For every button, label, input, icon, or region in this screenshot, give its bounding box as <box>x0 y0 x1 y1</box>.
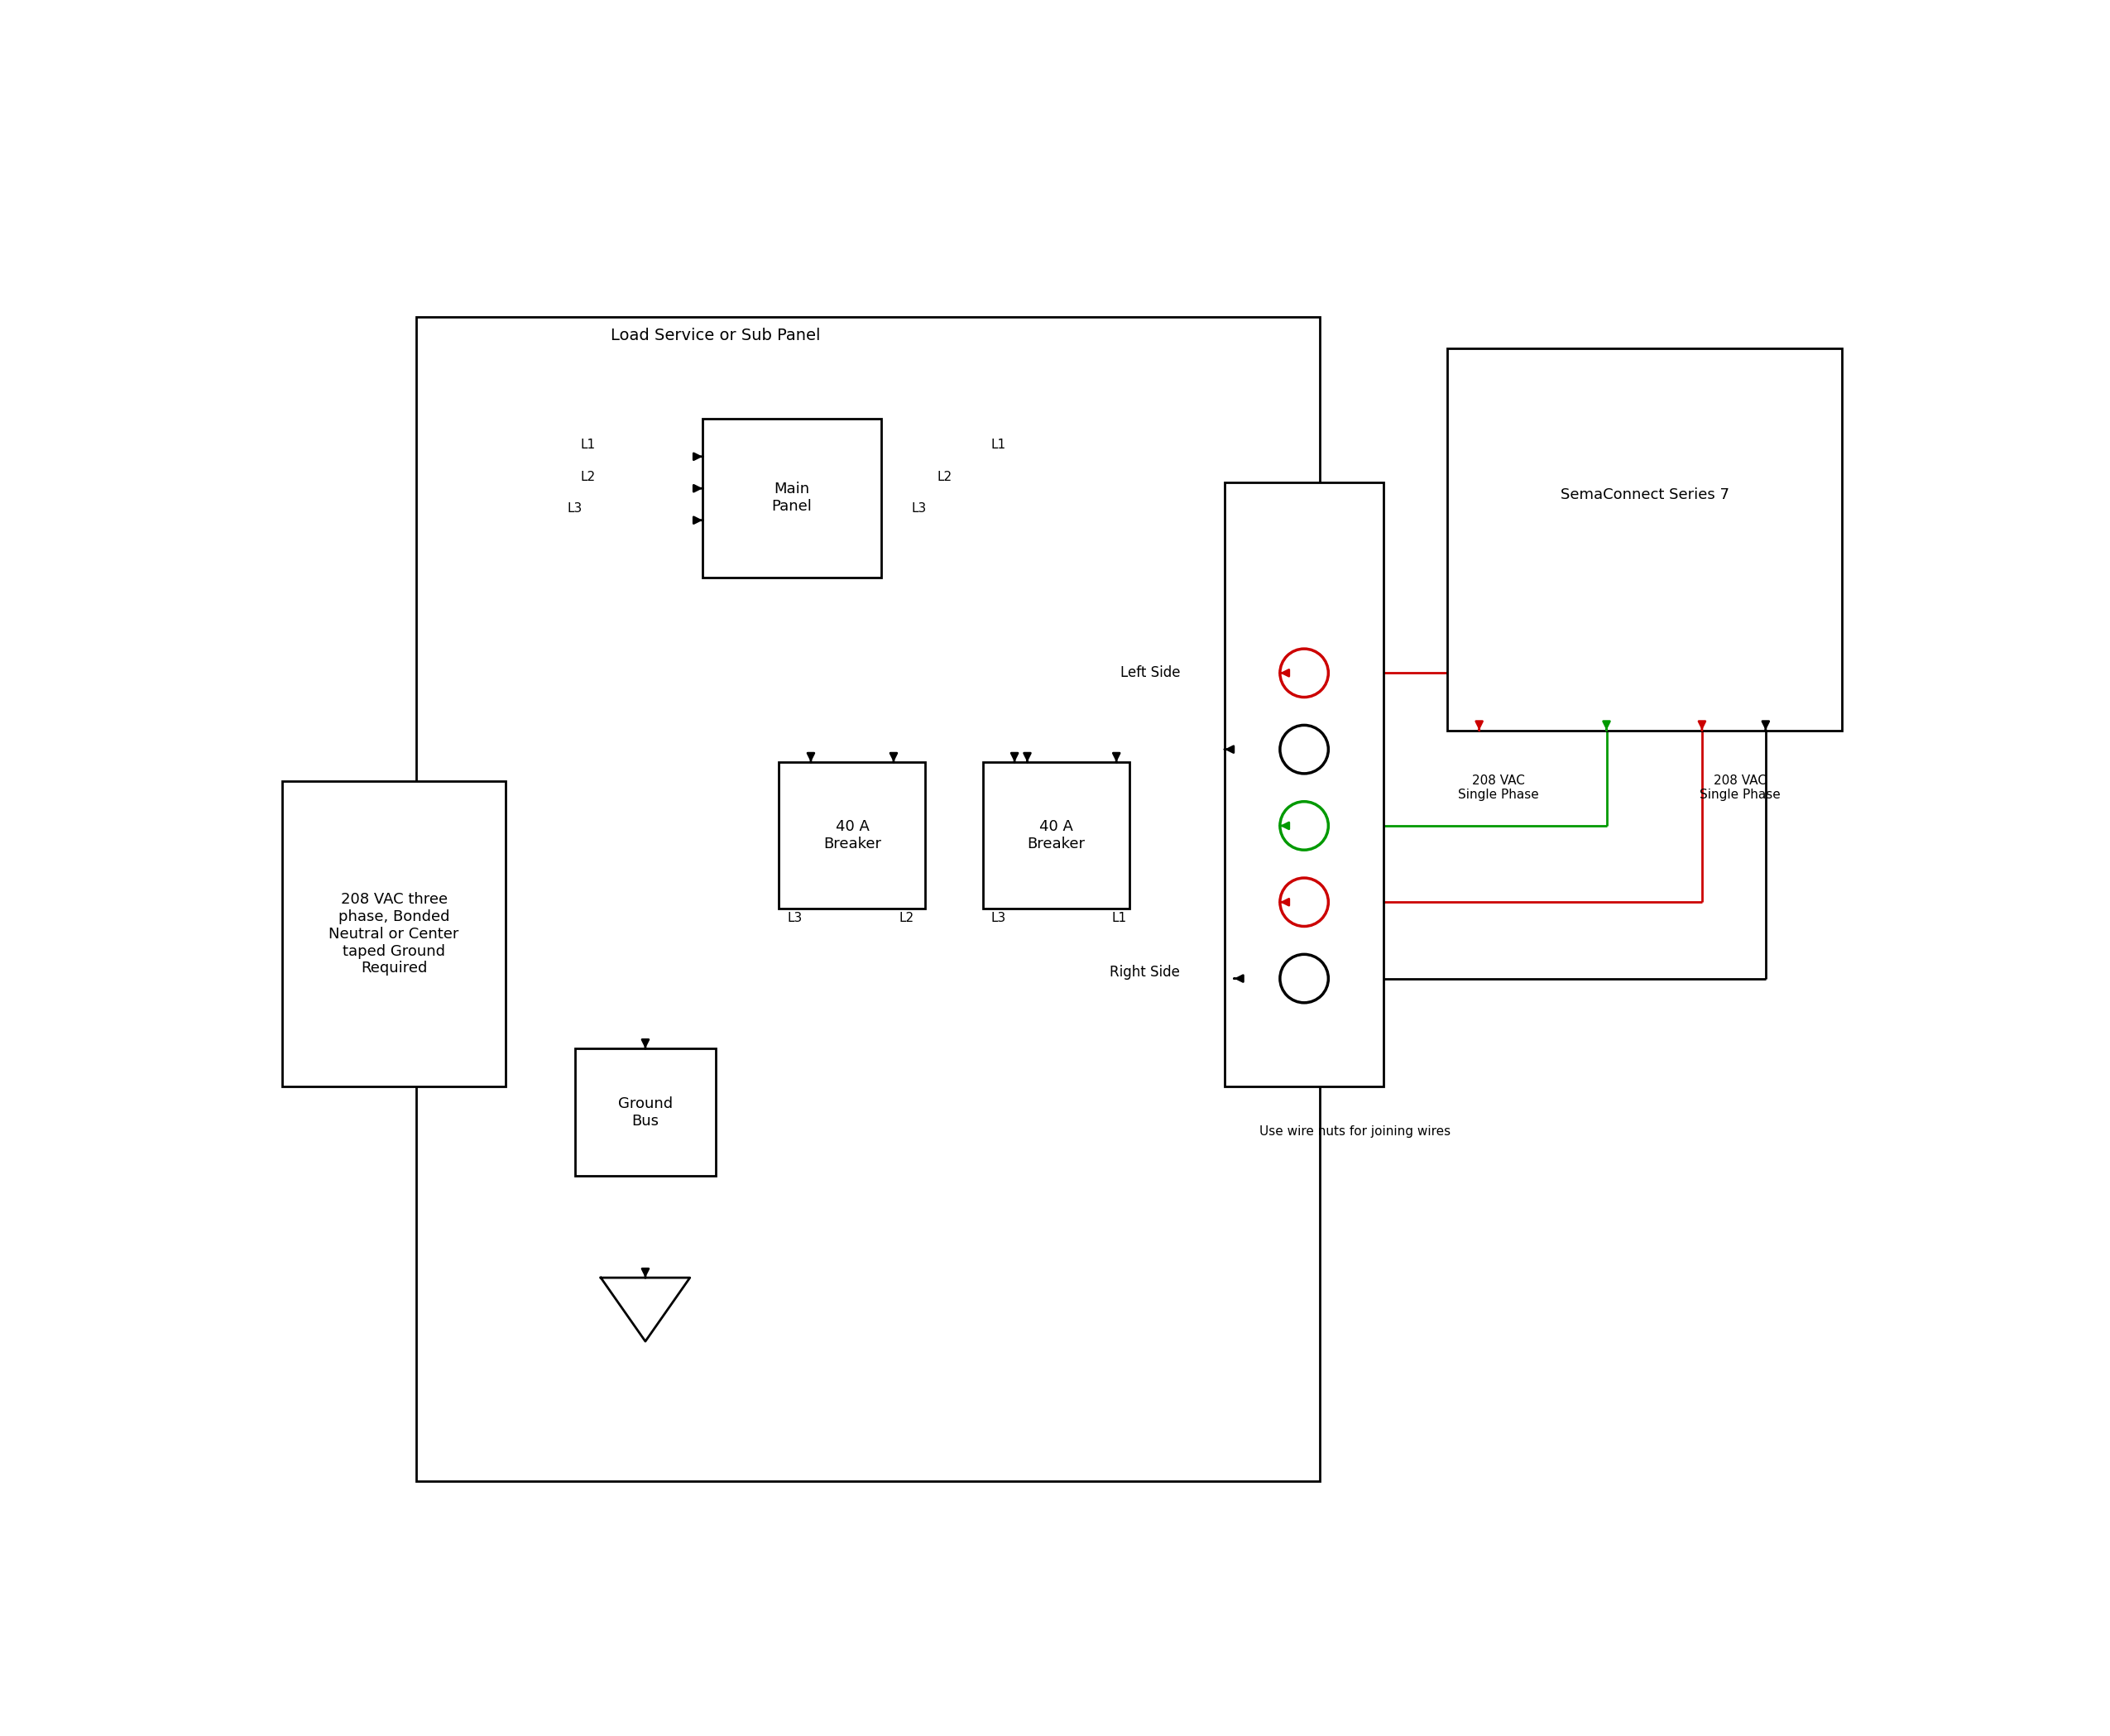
Text: 208 VAC
Single Phase: 208 VAC Single Phase <box>1701 774 1781 800</box>
Bar <box>983 762 1129 908</box>
Text: L3: L3 <box>568 502 582 516</box>
Text: L3: L3 <box>787 911 802 924</box>
Bar <box>703 418 880 578</box>
Bar <box>576 1049 715 1175</box>
Text: 40 A
Breaker: 40 A Breaker <box>1028 819 1085 851</box>
Bar <box>1224 483 1384 1087</box>
Text: Ground
Bus: Ground Bus <box>618 1095 673 1128</box>
Text: L2: L2 <box>580 470 595 483</box>
Text: L2: L2 <box>937 470 952 483</box>
Text: Load Service or Sub Panel: Load Service or Sub Panel <box>610 328 821 344</box>
Text: L3: L3 <box>912 502 926 516</box>
Text: L1: L1 <box>580 439 595 451</box>
Text: SemaConnect Series 7: SemaConnect Series 7 <box>1559 488 1728 502</box>
Bar <box>1447 349 1842 731</box>
Bar <box>416 316 1321 1481</box>
Text: 208 VAC three
phase, Bonded
Neutral or Center
taped Ground
Required: 208 VAC three phase, Bonded Neutral or C… <box>329 892 460 976</box>
Text: L3: L3 <box>992 911 1006 924</box>
Bar <box>283 781 504 1087</box>
Text: Use wire nuts for joining wires: Use wire nuts for joining wires <box>1260 1125 1452 1137</box>
Text: 40 A
Breaker: 40 A Breaker <box>823 819 882 851</box>
Text: Right Side: Right Side <box>1110 965 1179 979</box>
Text: L1: L1 <box>992 439 1006 451</box>
Text: L2: L2 <box>899 911 914 924</box>
Bar <box>779 762 926 908</box>
Text: 208 VAC
Single Phase: 208 VAC Single Phase <box>1458 774 1538 800</box>
Text: Left Side: Left Side <box>1120 665 1179 681</box>
Text: L1: L1 <box>1112 911 1127 924</box>
Text: Main
Panel: Main Panel <box>772 483 812 514</box>
